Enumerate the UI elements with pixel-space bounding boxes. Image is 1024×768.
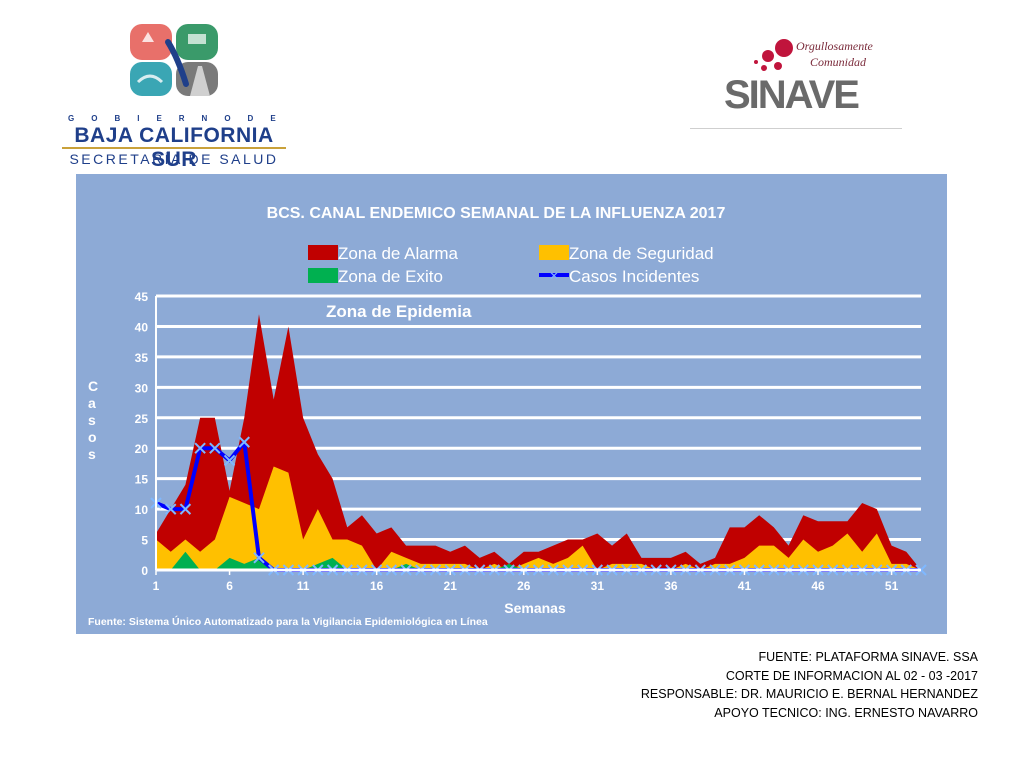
chart-title: BCS. CANAL ENDEMICO SEMANAL DE LA INFLUE… [267, 205, 726, 222]
legend-label-exito: Zona de Exito [338, 267, 443, 286]
y-tick-label-40: 40 [135, 320, 149, 334]
point-incidentes-7 [238, 436, 250, 448]
y-tick-labels: 0 5 10 15 20 25 30 35 40 45 [135, 290, 149, 578]
x-tick-labels: 1 6 11 16 21 26 31 36 41 46 51 [153, 579, 899, 593]
chart-axes [155, 296, 921, 575]
x-tick-label-1: 1 [153, 579, 160, 593]
y-tick-label-0: 0 [141, 564, 148, 578]
sinave-divider [690, 128, 902, 129]
y-tick-label-35: 35 [135, 351, 149, 365]
gobierno-bcs-logo [130, 24, 218, 96]
x-tick-label-6: 6 [226, 579, 233, 593]
series-areas [156, 314, 921, 570]
footer-apoyo: APOYO TECNICO: ING. ERNESTO NAVARRO [714, 705, 978, 720]
legend-label-alarma: Zona de Alarma [338, 244, 459, 263]
gov-divider [62, 147, 286, 149]
x-tick-label-11: 11 [297, 579, 310, 593]
point-incidentes-5 [209, 442, 221, 454]
footer-fuente: FUENTE: PLATAFORMA SINAVE. SSA [758, 650, 979, 664]
area-zona-de-exito [156, 551, 921, 570]
sinave-tagline-1: Orgullosamente [796, 39, 874, 53]
legend-swatch-alarma [308, 245, 338, 260]
area-zona-de-seguridad [156, 466, 921, 570]
gobierno-de-label: GOBIERNODE [68, 114, 293, 123]
x-tick-label-16: 16 [370, 579, 384, 593]
x-tick-label-36: 36 [664, 579, 678, 593]
footer-corte: CORTE DE INFORMACION AL 02 - 03 -2017 [725, 668, 978, 683]
sinave-wordmark: SINAVE [724, 73, 859, 112]
footer-credits: FUENTE: PLATAFORMA SINAVE. SSA CORTE DE … [641, 648, 978, 722]
chart-panel: BCS. CANAL ENDEMICO SEMANAL DE LA INFLUE… [76, 174, 947, 634]
point-incidentes-6 [223, 454, 236, 467]
x-tick-label-31: 31 [591, 579, 605, 593]
department-name: SECRETARÍA DE SALUD [69, 151, 279, 167]
chart-source: Fuente: Sistema Único Automatizado para … [88, 615, 488, 628]
sinave-tagline-2: Comunidad [810, 55, 867, 69]
state-name: BAJA CALIFORNIA SUR [74, 124, 274, 171]
legend-swatch-exito [308, 268, 338, 283]
point-incidentes-2 [165, 503, 177, 515]
y-tick-label-30: 30 [135, 381, 149, 395]
y-tick-label-45: 45 [135, 290, 149, 304]
legend-swatch-seguridad [539, 245, 569, 260]
point-incidentes-8 [253, 552, 265, 564]
sinave-logo: Orgullosamente Comunidad SINAVE [724, 39, 874, 112]
x-tick-label-26: 26 [517, 579, 531, 593]
y-tick-label-25: 25 [135, 412, 149, 426]
point-incidentes-4 [194, 442, 206, 454]
x-tick-label-21: 21 [444, 579, 458, 593]
x-axis-label: Semanas [504, 600, 566, 616]
x-tick-label-46: 46 [811, 579, 825, 593]
legend-marker-incidentes: ✕ [549, 269, 559, 283]
point-incidentes-3 [179, 503, 192, 515]
x-tick-label-41: 41 [738, 579, 752, 593]
legend-label-incidentes: Casos Incidentes [569, 267, 699, 286]
y-tick-label-15: 15 [135, 473, 149, 487]
y-tick-label-20: 20 [135, 442, 149, 456]
chart-legend: Zona de Alarma Zona de Seguridad Zona de… [308, 244, 714, 286]
legend-label-seguridad: Zona de Seguridad [569, 244, 714, 263]
x-tick-label-51: 51 [885, 579, 899, 593]
endemic-channel-chart: BCS. CANAL ENDEMICO SEMANAL DE LA INFLUE… [88, 205, 927, 628]
y-tick-label-5: 5 [141, 534, 148, 548]
chart-annotation: Zona de Epidemia [326, 302, 472, 321]
y-tick-label-10: 10 [135, 503, 149, 517]
footer-responsable: RESPONSABLE: DR. MAURICIO E. BERNAL HERN… [640, 687, 978, 701]
